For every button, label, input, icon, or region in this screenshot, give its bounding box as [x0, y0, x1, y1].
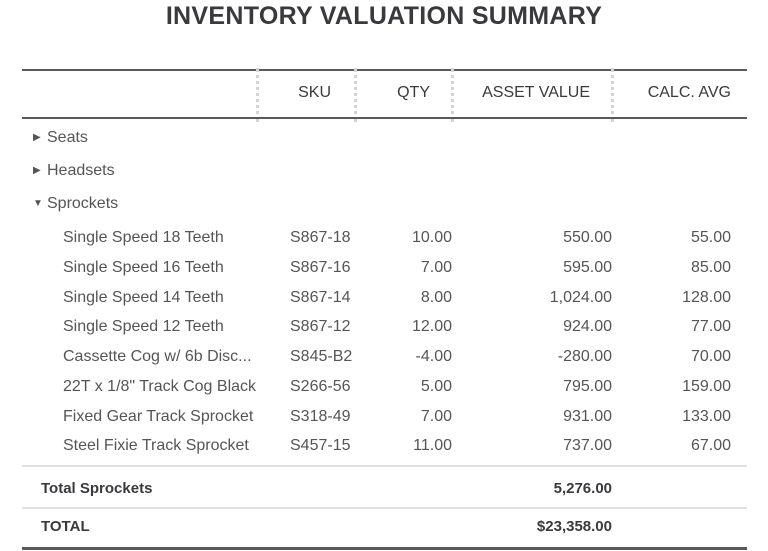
item-calc-avg: 133.00 [682, 407, 731, 425]
item-asset-value: 924.00 [563, 318, 612, 336]
item-sku: S318-49 [290, 407, 351, 425]
group-label: Sprockets [47, 195, 119, 212]
item-calc-avg: 55.00 [690, 229, 731, 246]
item-asset-value: 737.00 [563, 437, 612, 455]
subtotal-value: 5,276.00 [553, 480, 612, 497]
subtotal-label: Total Sprockets [41, 480, 153, 497]
item-asset-value: -280.00 [557, 348, 612, 365]
table-row[interactable]: Single Speed 18 Teeth S867-18 10.00 550.00 5… [0, 229, 768, 253]
column-resize-handle[interactable] [354, 68, 357, 122]
item-name: Fixed Gear Track Sprocket [63, 407, 254, 425]
table-row[interactable]: 22T x 1/8" Track Cog Black S266-56 5.00 795… [0, 378, 768, 402]
item-calc-avg: 70.00 [690, 348, 731, 365]
group-sprockets[interactable]: ▼ Sprockets [33, 195, 118, 213]
table-row[interactable]: Fixed Gear Track Sprocket S318-49 7.00 931.… [0, 408, 768, 432]
item-asset-value: 1,024.00 [549, 288, 612, 306]
item-qty: 11.00 [413, 437, 452, 455]
table-row[interactable]: Steel Fixie Track Sprocket S457-15 11.00 73… [0, 437, 768, 461]
item-qty: 10.00 [411, 229, 452, 246]
caret-right-icon: ▶ [33, 132, 41, 143]
total-label: TOTAL [41, 518, 90, 535]
column-header-asset-value[interactable]: ASSET VALUE [482, 84, 590, 101]
item-sku: S867-14 [290, 288, 351, 306]
item-name: Steel Fixie Track Sprocket [63, 437, 249, 455]
table-row[interactable]: Single Speed 16 Teeth S867-16 7.00 595.00 85… [0, 259, 768, 283]
column-header-sku[interactable]: SKU [298, 84, 331, 101]
item-asset-value: 550.00 [563, 229, 612, 246]
item-qty: 8.00 [420, 288, 452, 306]
table-row[interactable]: Cassette Cog w/ 6b Disc... S845-B2 -4.00 -2… [0, 348, 768, 372]
item-sku: S867-18 [290, 229, 351, 246]
item-sku: S867-12 [290, 318, 351, 336]
item-name: 22T x 1/8" Track Cog Black [63, 377, 257, 395]
item-name: Single Speed 18 Teeth [63, 229, 224, 246]
item-qty: 7.00 [420, 407, 452, 425]
caret-right-icon: ▶ [33, 165, 41, 176]
item-name: Single Speed 12 Teeth [63, 318, 224, 336]
column-header-calc-avg[interactable]: CALC. AVG [647, 84, 731, 101]
divider [22, 465, 747, 467]
header-top-border [22, 69, 747, 71]
divider [22, 507, 747, 509]
item-calc-avg: 159.00 [682, 377, 731, 395]
item-calc-avg: 77.00 [690, 318, 731, 336]
item-sku: S867-16 [290, 258, 351, 276]
item-calc-avg: 67.00 [690, 437, 731, 455]
item-asset-value: 595.00 [563, 258, 612, 276]
item-name: Cassette Cog w/ 6b Disc... [63, 348, 252, 365]
table-row[interactable]: Single Speed 14 Teeth S867-14 8.00 1,024.00… [0, 289, 768, 313]
item-asset-value: 931.00 [563, 407, 612, 425]
total-value: $23,358.00 [536, 518, 612, 535]
header-bottom-border [22, 117, 747, 119]
group-label: Seats [47, 129, 88, 146]
item-sku: S457-15 [290, 437, 351, 455]
column-resize-handle[interactable] [611, 68, 614, 122]
group-label: Headsets [47, 162, 115, 179]
item-calc-avg: 128.00 [682, 288, 731, 306]
item-sku: S845-B2 [290, 348, 353, 365]
item-name: Single Speed 14 Teeth [63, 288, 224, 306]
item-qty: -4.00 [415, 348, 452, 365]
group-headsets[interactable]: ▶ Headsets [33, 162, 115, 180]
group-seats[interactable]: ▶ Seats [33, 129, 88, 147]
table-bottom-border [22, 547, 747, 550]
item-calc-avg: 85.00 [690, 258, 731, 276]
item-qty: 5.00 [420, 377, 452, 395]
column-resize-handle[interactable] [256, 68, 259, 122]
column-header-qty[interactable]: QTY [397, 84, 430, 101]
caret-down-icon: ▼ [33, 198, 43, 209]
report-title: INVENTORY VALUATION SUMMARY [165, 2, 603, 30]
item-asset-value: 795.00 [563, 377, 612, 395]
table-row[interactable]: Single Speed 12 Teeth S867-12 12.00 924.00 7… [0, 318, 768, 342]
item-qty: 12.00 [411, 318, 452, 336]
column-resize-handle[interactable] [451, 68, 454, 122]
item-name: Single Speed 16 Teeth [63, 258, 224, 276]
item-sku: S266-56 [290, 377, 351, 395]
item-qty: 7.00 [420, 258, 452, 276]
